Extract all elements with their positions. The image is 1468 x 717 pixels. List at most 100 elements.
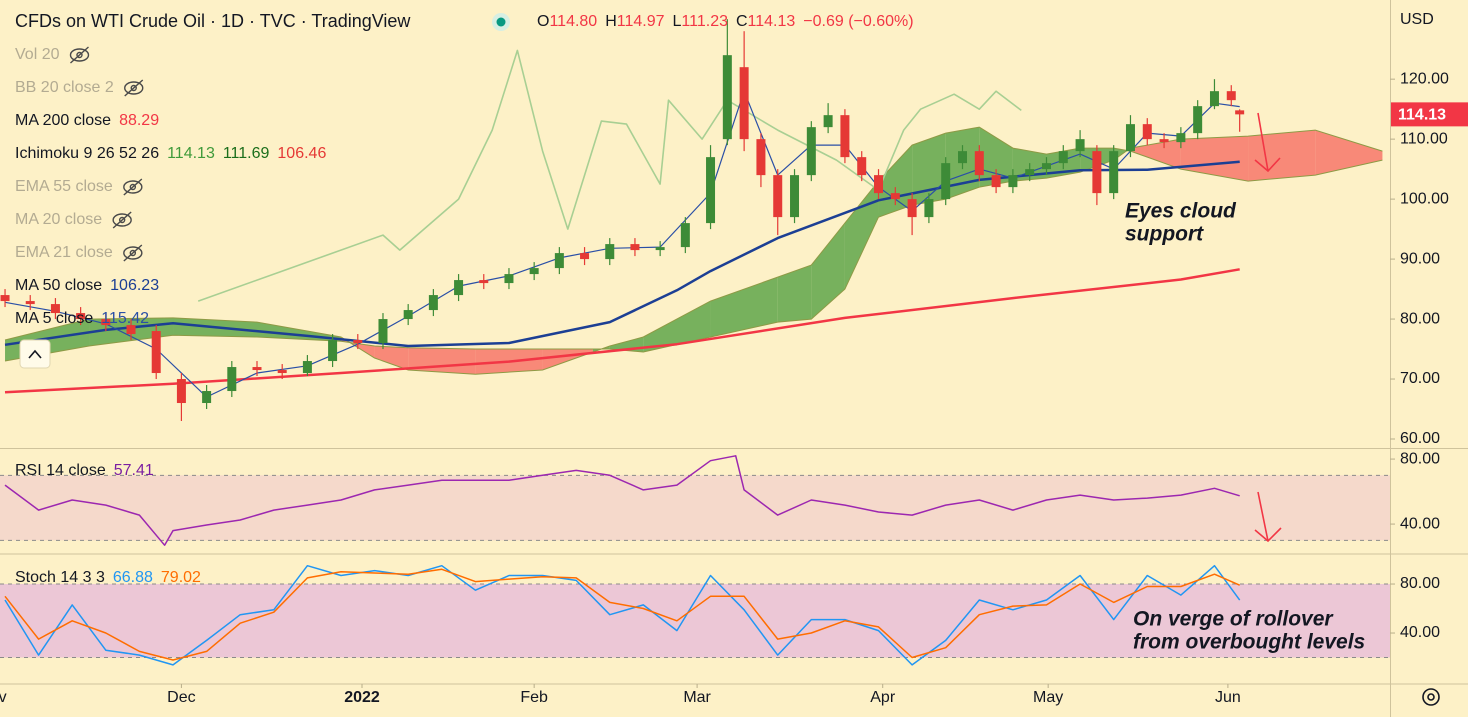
candle-body [874,175,884,194]
cloud-fill [1130,139,1181,170]
quote-value: 114.13 [748,13,796,30]
candle-body [1092,151,1102,194]
legend-item[interactable]: Stoch 14 3 3 66.88 79.02 [15,569,201,586]
legend-item[interactable]: Vol 20 [15,46,60,63]
candle-body [1058,151,1068,164]
legend-item[interactable]: MA 5 close 115.42 [15,310,149,327]
eye-shape [123,246,143,260]
cloud-fill [777,265,812,323]
candle-body [806,127,816,176]
hidden-eye-icon[interactable] [124,79,144,97]
quote-label: O [537,13,549,30]
candle-body [1125,124,1135,152]
eye-shape [124,81,144,95]
candle-body [1142,124,1152,140]
legend-value: 88.29 [119,112,159,129]
cloud-fill [1180,136,1249,182]
y-tick-label: 80.00 [1400,310,1440,327]
candle-body [756,139,766,176]
candle-body [823,115,833,128]
candle-body [479,280,489,284]
eye-pupil [130,84,137,92]
candle-body [328,340,338,362]
candle-body [126,325,136,335]
currency-label[interactable]: USD [1400,11,1434,28]
legend-item[interactable]: BB 20 close 2 [15,79,114,96]
candle-body [25,301,35,305]
candle-body [50,304,60,314]
legend-name: EMA 55 close [15,178,113,195]
hidden-eye-icon[interactable] [123,178,143,196]
legend-item[interactable]: EMA 21 close [15,244,113,261]
legend-item[interactable]: MA 200 close 88.29 [15,112,159,129]
indicator-line [4,564,1241,666]
candle-body [907,199,917,218]
y-tick-label: 80.00 [1400,575,1440,592]
y-tick-label: 90.00 [1400,250,1440,267]
legend-item[interactable]: EMA 55 close [15,178,113,195]
eye-slash [123,178,143,196]
hidden-eye-icon[interactable] [123,244,143,262]
candle-body [1109,151,1119,194]
cloud-fill [1248,130,1316,182]
legend-name: EMA 21 close [15,244,113,261]
candle-body [76,313,86,320]
candle-body [605,244,615,260]
status-dot [496,17,506,27]
symbol-title: CFDs on WTI Crude Oil · 1D · TVC · Tradi… [15,11,411,31]
annotation-text: On verge of rollover [1133,608,1334,631]
candle-body [0,295,10,302]
candle-body [252,367,262,371]
candle-body [857,157,867,176]
cloud-fill [643,301,711,353]
eye-pupil [76,51,83,59]
legend-name: MA 200 close [15,112,111,129]
x-tick-label: Dec [167,689,195,706]
legend-item[interactable]: MA 20 close [15,211,102,228]
candle-body [924,199,934,218]
legend-item[interactable]: RSI 14 close 57.41 [15,462,154,479]
cloud-span [4,126,1383,375]
candle-body [227,367,237,392]
legend-value: 111.69 [223,145,270,162]
candle-body [1193,106,1203,134]
settings-gear[interactable] [1422,688,1440,706]
quote-change: −0.69 (−0.60%) [803,13,913,30]
quote-label: L [673,13,682,30]
x-tick-label: Nov [0,689,7,706]
legend-value: 66.88 [113,569,153,586]
legend-value: 57.41 [114,462,154,479]
collapse-button[interactable] [19,339,51,369]
chart-header: CFDs on WTI Crude Oil · 1D · TVC · Tradi… [15,11,411,31]
legend-name: Ichimoku 9 26 52 26 [15,145,159,162]
legend-name: MA 5 close [15,310,93,327]
y-tick-label: 60.00 [1400,430,1440,447]
legend-name: MA 50 close [15,277,102,294]
candle-body [302,361,312,374]
legend-item[interactable]: MA 50 close 106.23 [15,277,159,294]
cloud-fill [374,346,409,371]
cloud-fill [844,181,879,290]
y-tick-label: 40.00 [1400,624,1440,641]
cloud-fill [979,127,1013,188]
legend-item[interactable]: Ichimoku 9 26 52 26 114.13 111.69 106.46 [15,145,326,162]
candle-body [353,340,363,344]
x-tick-label: May [1033,689,1063,706]
hidden-eye-icon[interactable] [112,211,132,229]
x-tick-label: Apr [870,689,896,706]
candle-body [739,67,749,140]
candle-body [403,310,413,320]
overlay: USD CFDs on WTI Crude Oil · 1D · TVC · T… [15,11,1440,706]
hidden-eye-icon[interactable] [69,46,90,64]
eye-pupil [129,249,137,257]
candle-body [790,175,800,218]
candle-body [1041,163,1051,170]
eye-slash [112,211,132,229]
candle-body [1209,91,1219,107]
candle-body [504,274,514,284]
quote-value: 111.23 [681,13,728,30]
candle-body [1226,91,1236,101]
candle-body [991,175,1001,188]
eye-slash [123,244,143,262]
quote-label: C [736,13,748,30]
